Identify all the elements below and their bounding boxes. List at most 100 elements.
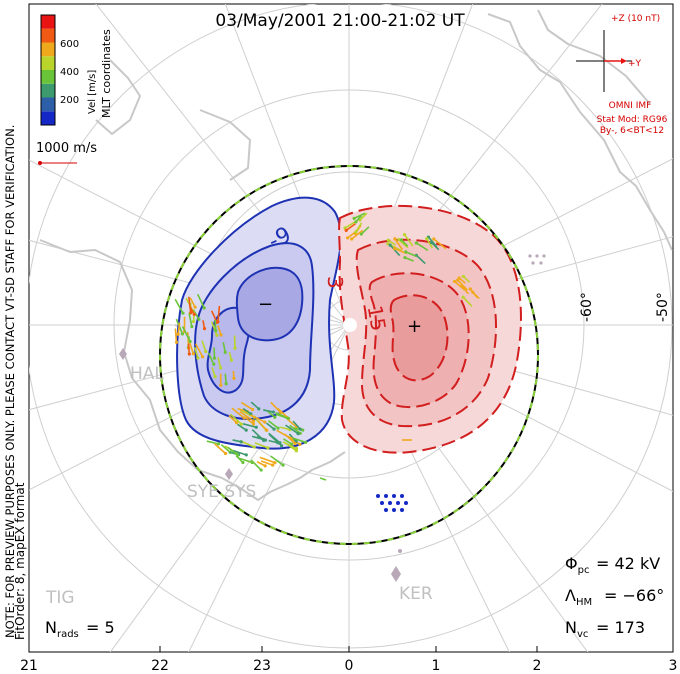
velocity-vector-origin: [376, 494, 380, 498]
velocity-vector-origin: [188, 339, 192, 344]
velocity-vectors: [174, 212, 480, 512]
velocity-vector-origin: [233, 346, 237, 350]
velocity-vector: [227, 446, 239, 457]
colorbar-tick-400: 400: [60, 67, 79, 78]
mlt-tick-label: 22: [151, 658, 169, 674]
velocity-vector-origin: [404, 501, 408, 505]
velocity-vector-origin: [234, 421, 239, 425]
velocity-vector: [177, 322, 181, 335]
velocity-vector-origin: [271, 410, 275, 414]
velocity-vector-origin: [244, 428, 248, 432]
mlt-axis: 21 22 23 0 1 2 3: [20, 646, 677, 674]
mlt-tick-label: 2: [533, 658, 542, 674]
velocity-vector-origin: [241, 460, 245, 465]
station-hal: HAL: [130, 364, 164, 384]
velocity-vector-origin: [380, 501, 384, 505]
velocity-vector-origin: [204, 349, 208, 354]
velocity-vector-origin: [213, 375, 217, 379]
velocity-vector: [275, 413, 289, 420]
velocity-vector-origin: [244, 453, 248, 457]
velocity-vector: [211, 367, 216, 377]
velocity-vector-origin: [350, 237, 354, 241]
velocity-vector: [415, 242, 429, 251]
velocity-vector-origin: [251, 419, 256, 423]
colorbar-tick-200: 200: [60, 95, 79, 106]
velocity-vector: [394, 238, 404, 251]
velocity-vector-origin: [224, 382, 228, 386]
velocity-vector: [250, 401, 260, 410]
positive-contour-label-15: 15: [363, 304, 391, 333]
velocity-vector-origin: [176, 332, 180, 336]
velocity-vector-origin: [216, 442, 221, 446]
velocity-vector: [319, 477, 327, 481]
velocity-vector: [228, 414, 238, 424]
velocity-vector-origin: [266, 446, 270, 450]
velocity-vector: [174, 328, 178, 343]
velocity-vector-origin: [388, 243, 392, 247]
fit-info: FitOrder: 8, mapEX format: [13, 482, 27, 640]
velocity-vector-origin: [273, 415, 277, 419]
velocity-vector: [284, 433, 296, 445]
velocity-vector: [206, 440, 219, 445]
velocity-vector-origin: [263, 464, 267, 468]
velocity-vector: [217, 325, 222, 336]
velocity-vector-origin: [397, 238, 401, 242]
velocity-vector-origin: [453, 279, 457, 284]
velocity-vector-origin: [249, 412, 253, 416]
velocity-vector-origin: [214, 328, 218, 333]
velocity-vector: [270, 401, 282, 414]
mlt-tick-label: 21: [20, 658, 38, 674]
velocity-vector-origin: [263, 420, 267, 424]
velocity-vector: [259, 456, 276, 464]
velocity-vector-origin: [191, 319, 196, 324]
colorbar-segment: [41, 42, 55, 57]
velocity-vector: [359, 212, 368, 221]
velocity-vector-origin: [219, 366, 223, 370]
velocity-vector-origin: [239, 440, 243, 444]
velocity-vector-origin: [286, 416, 290, 421]
velocity-vector: [292, 420, 301, 430]
velocity-vector-origin: [304, 440, 308, 444]
velocity-vector: [403, 234, 414, 247]
velocity-vector: [188, 313, 193, 327]
station-sye-sys: SYE SYS: [187, 482, 256, 502]
velocity-vector: [250, 414, 266, 423]
negative-contour-4: [235, 266, 304, 342]
n-vc-value: = 173: [596, 618, 645, 637]
velocity-vector-origin: [191, 352, 195, 356]
velocity-vector-origin: [219, 383, 223, 387]
colorbar-segment: [41, 70, 55, 84]
velocity-vector: [214, 443, 227, 455]
velocity-vector-origin: [259, 468, 263, 472]
velocity-vector-origin: [232, 376, 236, 380]
velocity-vector-origin: [386, 238, 390, 242]
velocity-vector-origin: [202, 306, 206, 310]
mlt-tick-label: 1: [432, 658, 441, 674]
velocity-vector-origin: [384, 494, 388, 498]
velocity-vector-origin: [388, 501, 392, 505]
velocity-vector: [405, 251, 417, 258]
velocity-vector-origin: [402, 232, 407, 237]
velocity-vector: [389, 244, 401, 257]
velocity-vector: [353, 212, 366, 220]
velocity-vector-origin: [468, 287, 472, 291]
n-rads-value: = 5: [86, 618, 115, 637]
velocity-vector-origin: [272, 427, 276, 431]
velocity-vector-origin: [219, 333, 223, 337]
velocity-vector-origin: [215, 333, 219, 337]
velocity-vector-origin: [174, 340, 179, 344]
potential-minimum-marker: −: [258, 294, 273, 315]
velocity-vector: [240, 401, 253, 411]
station-tig: TIG: [45, 588, 75, 608]
velocity-vector: [214, 319, 217, 331]
positive-potential-cell: [338, 204, 522, 454]
velocity-vector-origin: [190, 324, 194, 329]
plot-title: 03/May/2001 21:00-21:02 UT: [215, 11, 465, 31]
velocity-vector-origin: [392, 508, 396, 512]
velocity-vector: [260, 460, 273, 466]
velocity-colorbar: [40, 14, 56, 126]
velocity-vector: [257, 420, 268, 431]
velocity-vector-origin: [393, 237, 397, 241]
velocity-vector: [220, 443, 231, 453]
velocity-vector-origin: [461, 295, 465, 299]
